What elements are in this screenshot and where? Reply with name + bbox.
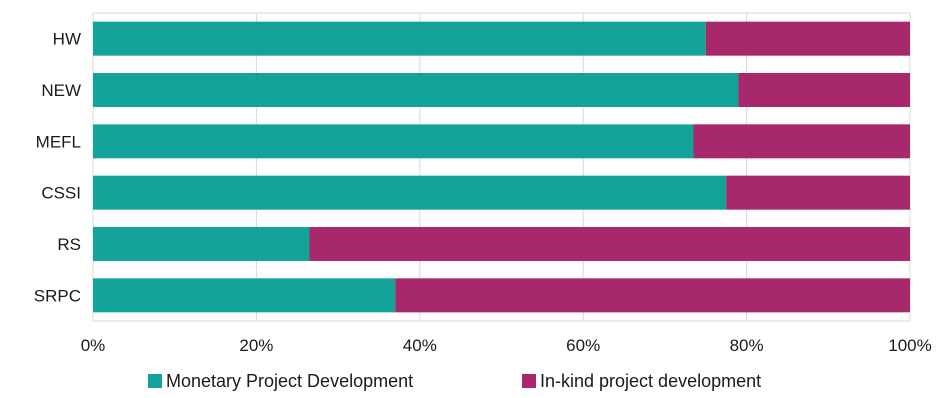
category-label: MEFL (36, 132, 81, 151)
category-label: RS (57, 235, 81, 254)
x-tick-label: 100% (888, 336, 931, 355)
category-label: SRPC (34, 286, 81, 305)
gridlines (92, 13, 911, 321)
bar-rs-in-kind (309, 227, 910, 261)
bar-new-monetary (93, 73, 739, 107)
x-tick-label: 80% (730, 336, 764, 355)
x-tick-label: 60% (566, 336, 600, 355)
legend-label-in-kind: In-kind project development (540, 371, 761, 391)
bar-rs-monetary (93, 227, 310, 261)
bar-hw-monetary (93, 21, 706, 56)
bar-mefl-monetary (93, 124, 694, 159)
legend: Monetary Project Development In-kind pro… (148, 371, 761, 391)
bars (93, 21, 910, 313)
bar-cssi-monetary (93, 175, 727, 210)
plot-area (92, 12, 911, 322)
x-tick-label: 40% (403, 336, 437, 355)
x-tick-label: 20% (239, 336, 273, 355)
bar-mefl-in-kind (693, 124, 910, 159)
category-label: HW (53, 30, 81, 49)
legend-swatch-in-kind (522, 374, 536, 388)
category-labels: HW NEW MEFL CSSI RS SRPC (34, 30, 81, 306)
bar-cssi-in-kind (726, 175, 910, 210)
category-label: CSSI (41, 184, 81, 203)
category-label: NEW (41, 81, 81, 100)
bar-srpc-in-kind (395, 278, 910, 313)
legend-label-monetary: Monetary Project Development (166, 371, 413, 391)
bar-srpc-monetary (93, 278, 396, 313)
bar-new-in-kind (738, 73, 910, 107)
bar-hw-in-kind (705, 21, 910, 56)
x-tick-label: 0% (81, 336, 106, 355)
legend-swatch-monetary (148, 374, 162, 388)
x-tick-labels: 0% 20% 40% 60% 80% 100% (81, 336, 932, 355)
